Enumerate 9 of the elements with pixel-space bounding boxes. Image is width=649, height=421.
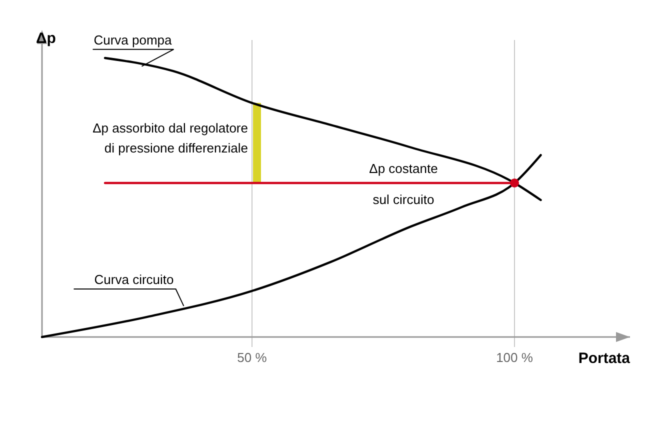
annotation: Δp assorbito dal regolatore di pressione differenziale (92, 120, 248, 156)
annotation: Curva pompa (94, 32, 173, 48)
x-tick-label: 100 % (496, 350, 534, 365)
annotation: Curva circuito (94, 272, 174, 288)
annotation: Δp costante (369, 160, 438, 176)
x-axis-title: Portata (578, 350, 631, 367)
y-axis-title: Δp (36, 30, 56, 47)
annotation: sul circuito (372, 192, 434, 207)
x-tick-label: 50 % (237, 350, 268, 365)
